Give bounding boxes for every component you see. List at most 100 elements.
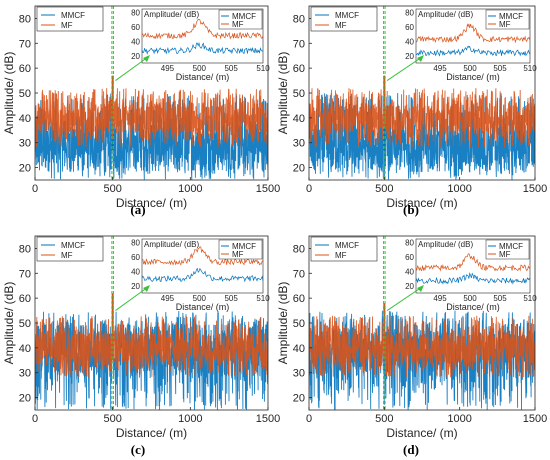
inset-x-tick-label: 510 bbox=[523, 294, 537, 303]
y-tick-label: 60 bbox=[19, 63, 31, 75]
inset-chart: 495 500 505 510 20 40 60 80 Distance/ (m) Amplitu… bbox=[131, 239, 270, 312]
inset-x-tick-label: 495 bbox=[161, 64, 175, 73]
y-tick-label: 80 bbox=[19, 243, 31, 255]
y-tick-label: 70 bbox=[19, 268, 31, 280]
series-line-mf bbox=[309, 88, 535, 148]
inset-x-tick-label: 495 bbox=[433, 294, 447, 303]
x-tick-label: 0 bbox=[32, 183, 38, 195]
inset-y-tick-label: 60 bbox=[131, 23, 140, 32]
series-line-mmcf bbox=[35, 93, 268, 180]
inset-x-tick-label: 495 bbox=[433, 64, 447, 73]
inset-y-tick-label: 20 bbox=[131, 282, 140, 291]
x-tick-label: 1000 bbox=[178, 183, 202, 195]
legend-label-mmcf: MMCF bbox=[61, 241, 85, 250]
inset-series-mf bbox=[141, 246, 264, 266]
inset-chart: 495 500 505 510 20 40 60 80 Distance/ (m) Amplitu… bbox=[131, 9, 270, 82]
x-axis-label: Distance/ (m) bbox=[386, 196, 457, 210]
legend-label-mf: MF bbox=[61, 21, 73, 30]
legend-box bbox=[310, 6, 378, 32]
inset-x-tick-label: 495 bbox=[161, 294, 175, 303]
chart-panel-d: 0 500 1000 1500 20 30 40 50 60 70 80 Distance/ (m) A… bbox=[276, 235, 547, 457]
y-tick-label: 70 bbox=[293, 38, 305, 50]
inset-x-tick-label: 500 bbox=[193, 294, 207, 303]
inset-legend-label: MF bbox=[499, 20, 511, 29]
inset-series-mmcf bbox=[415, 45, 531, 57]
inset-y-tick-label: 80 bbox=[405, 239, 414, 248]
series-line-mf bbox=[309, 315, 535, 378]
y-tick-label: 60 bbox=[293, 63, 305, 75]
x-tick-label: 1500 bbox=[523, 413, 547, 425]
y-tick-label: 70 bbox=[19, 38, 31, 50]
y-tick-label: 50 bbox=[293, 88, 305, 100]
legend-label-mmcf: MMCF bbox=[335, 241, 359, 250]
panel-label: (c) bbox=[131, 442, 145, 457]
inset-series-mf bbox=[141, 18, 264, 40]
inset-y-axis-label: Amplitude/ (dB) bbox=[144, 240, 199, 249]
legend-label-mf: MF bbox=[61, 251, 73, 260]
zoom-arrow-head bbox=[143, 285, 150, 292]
x-tick-label: 0 bbox=[306, 183, 312, 195]
inset-x-tick-label: 510 bbox=[523, 64, 537, 73]
y-tick-label: 30 bbox=[293, 368, 305, 380]
series-line-mf bbox=[35, 88, 268, 148]
legend-label-mmcf: MMCF bbox=[61, 11, 85, 20]
inset-y-tick-label: 20 bbox=[405, 52, 414, 61]
inset-y-tick-label: 80 bbox=[405, 9, 414, 18]
chart-panel-a: 0 500 1000 1500 20 30 40 50 60 70 80 Distance/ (m) A… bbox=[2, 5, 280, 217]
inset-y-tick-label: 80 bbox=[131, 9, 140, 18]
x-tick-label: 500 bbox=[375, 183, 393, 195]
x-axis-label: Distance/ (m) bbox=[386, 426, 457, 440]
y-tick-label: 50 bbox=[19, 318, 31, 330]
inset-legend-label: MMCF bbox=[232, 12, 256, 21]
x-axis-label: Distance/ (m) bbox=[116, 426, 187, 440]
y-tick-label: 80 bbox=[19, 13, 31, 25]
y-axis-label: Amplitude/ (dB) bbox=[276, 282, 290, 365]
y-tick-label: 30 bbox=[293, 138, 305, 150]
inset-y-axis-label: Amplitude/ (dB) bbox=[144, 10, 199, 19]
inset-x-tick-label: 505 bbox=[493, 294, 507, 303]
inset-y-tick-label: 40 bbox=[131, 37, 140, 46]
inset-x-axis-label: Distance/ (m) bbox=[176, 302, 230, 312]
y-tick-label: 40 bbox=[19, 343, 31, 355]
x-axis-label: Distance/ (m) bbox=[116, 196, 187, 210]
y-tick-label: 20 bbox=[293, 163, 305, 175]
zoom-arrow bbox=[386, 56, 423, 81]
inset-x-tick-label: 500 bbox=[193, 64, 207, 73]
x-tick-label: 1500 bbox=[256, 413, 280, 425]
zoom-arrow bbox=[115, 56, 149, 81]
inset-x-axis-label: Distance/ (m) bbox=[446, 72, 500, 82]
panel-label: (a) bbox=[130, 202, 145, 217]
zoom-arrow bbox=[115, 286, 149, 311]
inset-series-mmcf bbox=[415, 272, 531, 285]
y-tick-label: 40 bbox=[293, 113, 305, 125]
panel-label: (b) bbox=[403, 202, 419, 217]
panel-label: (d) bbox=[403, 442, 419, 457]
y-axis-label: Amplitude/ (dB) bbox=[2, 52, 16, 135]
legend-label-mmcf: MMCF bbox=[335, 11, 359, 20]
zoom-arrow-head bbox=[143, 55, 150, 62]
inset-y-tick-label: 40 bbox=[131, 267, 140, 276]
inset-legend-label: MF bbox=[232, 20, 244, 29]
zoom-arrow-head bbox=[417, 55, 424, 62]
inset-y-tick-label: 80 bbox=[131, 239, 140, 248]
x-tick-label: 500 bbox=[375, 413, 393, 425]
x-tick-label: 500 bbox=[103, 183, 121, 195]
inset-x-tick-label: 500 bbox=[463, 294, 477, 303]
chart-panel-b: 0 500 1000 1500 20 30 40 50 60 70 80 Distance/ (m) A… bbox=[276, 5, 547, 217]
zoom-arrow-head bbox=[417, 285, 424, 292]
legend-box bbox=[310, 236, 378, 262]
y-tick-label: 80 bbox=[293, 243, 305, 255]
inset-x-axis-label: Distance/ (m) bbox=[446, 302, 500, 312]
inset-legend-label: MF bbox=[499, 250, 511, 259]
inset-y-axis-label: Amplitude/ (dB) bbox=[418, 240, 473, 249]
inset-series-mf bbox=[415, 23, 531, 44]
x-tick-label: 0 bbox=[306, 413, 312, 425]
inset-y-tick-label: 40 bbox=[405, 37, 414, 46]
y-tick-label: 30 bbox=[19, 368, 31, 380]
inset-x-tick-label: 505 bbox=[493, 64, 507, 73]
inset-x-axis-label: Distance/ (m) bbox=[176, 72, 230, 82]
inset-x-tick-label: 500 bbox=[463, 64, 477, 73]
inset-chart: 495 500 505 510 20 40 60 80 Distance/ (m) Amplitu… bbox=[405, 9, 537, 82]
inset-y-tick-label: 20 bbox=[131, 52, 140, 61]
